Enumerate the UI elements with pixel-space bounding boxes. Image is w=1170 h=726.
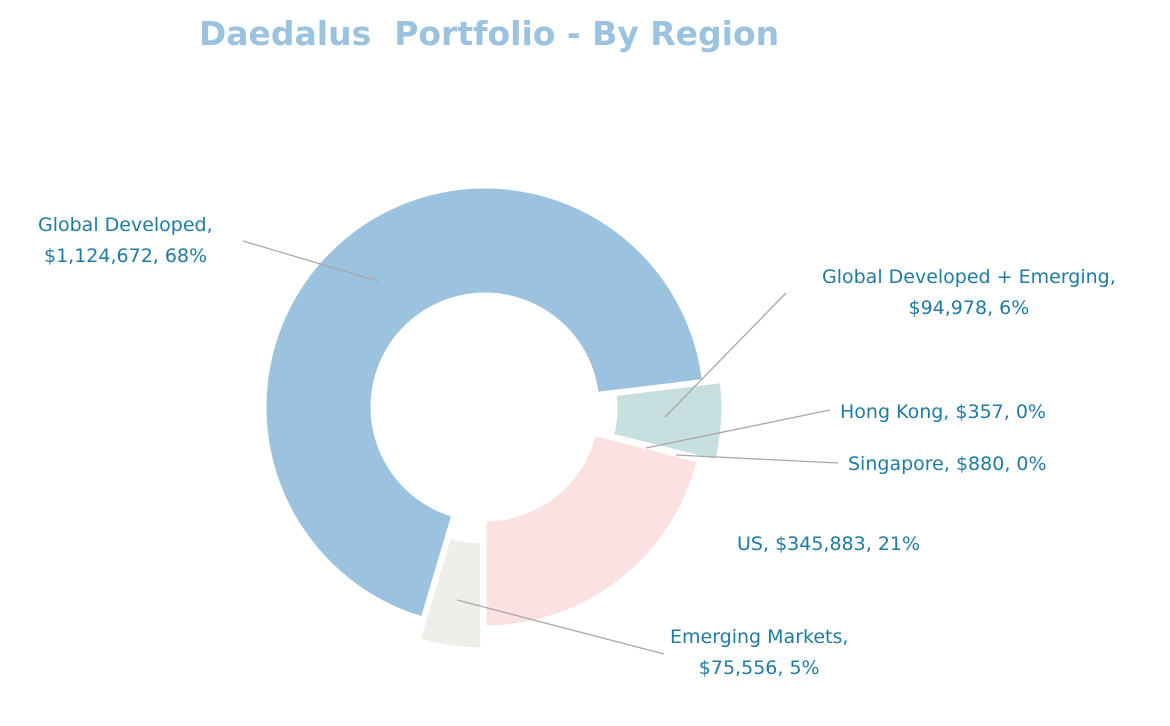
label-percent: 6%	[999, 297, 1030, 319]
label-name: Emerging Markets	[670, 626, 843, 648]
label-value: $94,978	[908, 297, 988, 319]
slice-us	[483, 432, 701, 629]
label-emerging-markets: Emerging Markets, $75,556, 5%	[670, 626, 849, 679]
leader-line-hong-kong	[645, 409, 831, 449]
label-global-developed: Global Developed, $1,124,672, 68%	[38, 214, 213, 267]
leader-line-singapore	[675, 454, 839, 464]
leader-line-global-developed-emerging	[664, 292, 787, 418]
label-name: US	[737, 533, 763, 555]
slice-global-developed-emerging	[610, 379, 725, 463]
label-name: Hong Kong	[840, 401, 944, 423]
label-value: $1,124,672	[44, 245, 153, 267]
label-value: $357	[955, 401, 1004, 423]
label-name: Global Developed	[38, 214, 207, 236]
label-percent: 68%	[164, 245, 208, 267]
label-hong-kong: Hong Kong, $357, 0%	[840, 401, 1046, 423]
label-percent: 5%	[789, 657, 820, 679]
label-value: $75,556	[698, 657, 778, 679]
chart-title: Daedalus Portfolio - By Region	[198, 14, 780, 53]
label-us: US, $345,883, 21%	[737, 533, 921, 555]
label-percent: 0%	[1016, 453, 1047, 475]
label-value: $880	[955, 453, 1005, 475]
label-value: $345,883	[775, 533, 866, 555]
label-percent: 0%	[1015, 401, 1046, 423]
slice-emerging-markets	[417, 535, 484, 651]
label-global-developed-emerging: Global Developed + Emerging, $94,978, 6%	[822, 266, 1116, 319]
label-percent: 21%	[877, 533, 921, 555]
label-name: Global Developed + Emerging	[822, 266, 1110, 288]
label-singapore: Singapore, $880, 0%	[848, 453, 1047, 475]
leader-line-emerging-markets	[456, 599, 665, 655]
leader-line-global-developed	[242, 240, 379, 282]
slice-global-developed	[263, 185, 706, 620]
label-name: Singapore	[848, 453, 944, 475]
